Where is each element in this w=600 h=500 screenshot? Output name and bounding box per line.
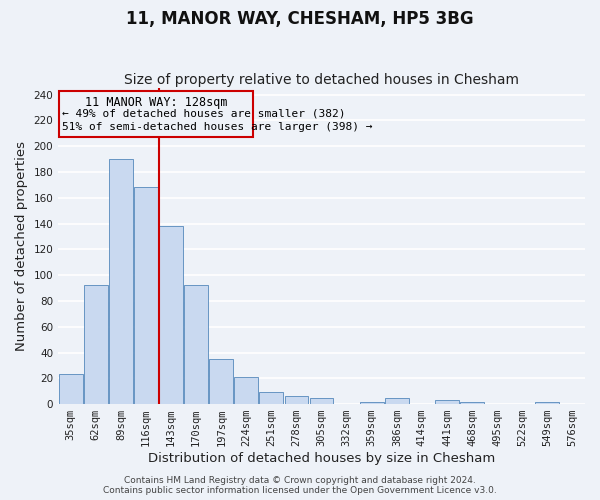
Bar [360,402,383,404]
Bar [184,286,208,404]
Bar [59,374,83,404]
Text: 11, MANOR WAY, CHESHAM, HP5 3BG: 11, MANOR WAY, CHESHAM, HP5 3BG [126,10,474,28]
Text: Contains HM Land Registry data © Crown copyright and database right 2024.
Contai: Contains HM Land Registry data © Crown c… [103,476,497,495]
Bar [284,396,308,404]
Bar [235,377,258,404]
Bar [159,226,183,404]
Bar [109,159,133,404]
X-axis label: Distribution of detached houses by size in Chesham: Distribution of detached houses by size … [148,452,495,465]
Text: 51% of semi-detached houses are larger (398) →: 51% of semi-detached houses are larger (… [62,122,373,132]
Bar [310,398,334,404]
Text: 11 MANOR WAY: 128sqm: 11 MANOR WAY: 128sqm [85,96,227,109]
Bar [385,398,409,404]
Bar [435,400,459,404]
Bar [259,392,283,404]
Bar [59,90,253,137]
Bar [535,402,559,404]
Bar [460,402,484,404]
Bar [134,188,158,404]
Bar [209,359,233,404]
Title: Size of property relative to detached houses in Chesham: Size of property relative to detached ho… [124,73,519,87]
Bar [84,286,108,404]
Y-axis label: Number of detached properties: Number of detached properties [15,141,28,351]
Text: ← 49% of detached houses are smaller (382): ← 49% of detached houses are smaller (38… [62,109,346,119]
